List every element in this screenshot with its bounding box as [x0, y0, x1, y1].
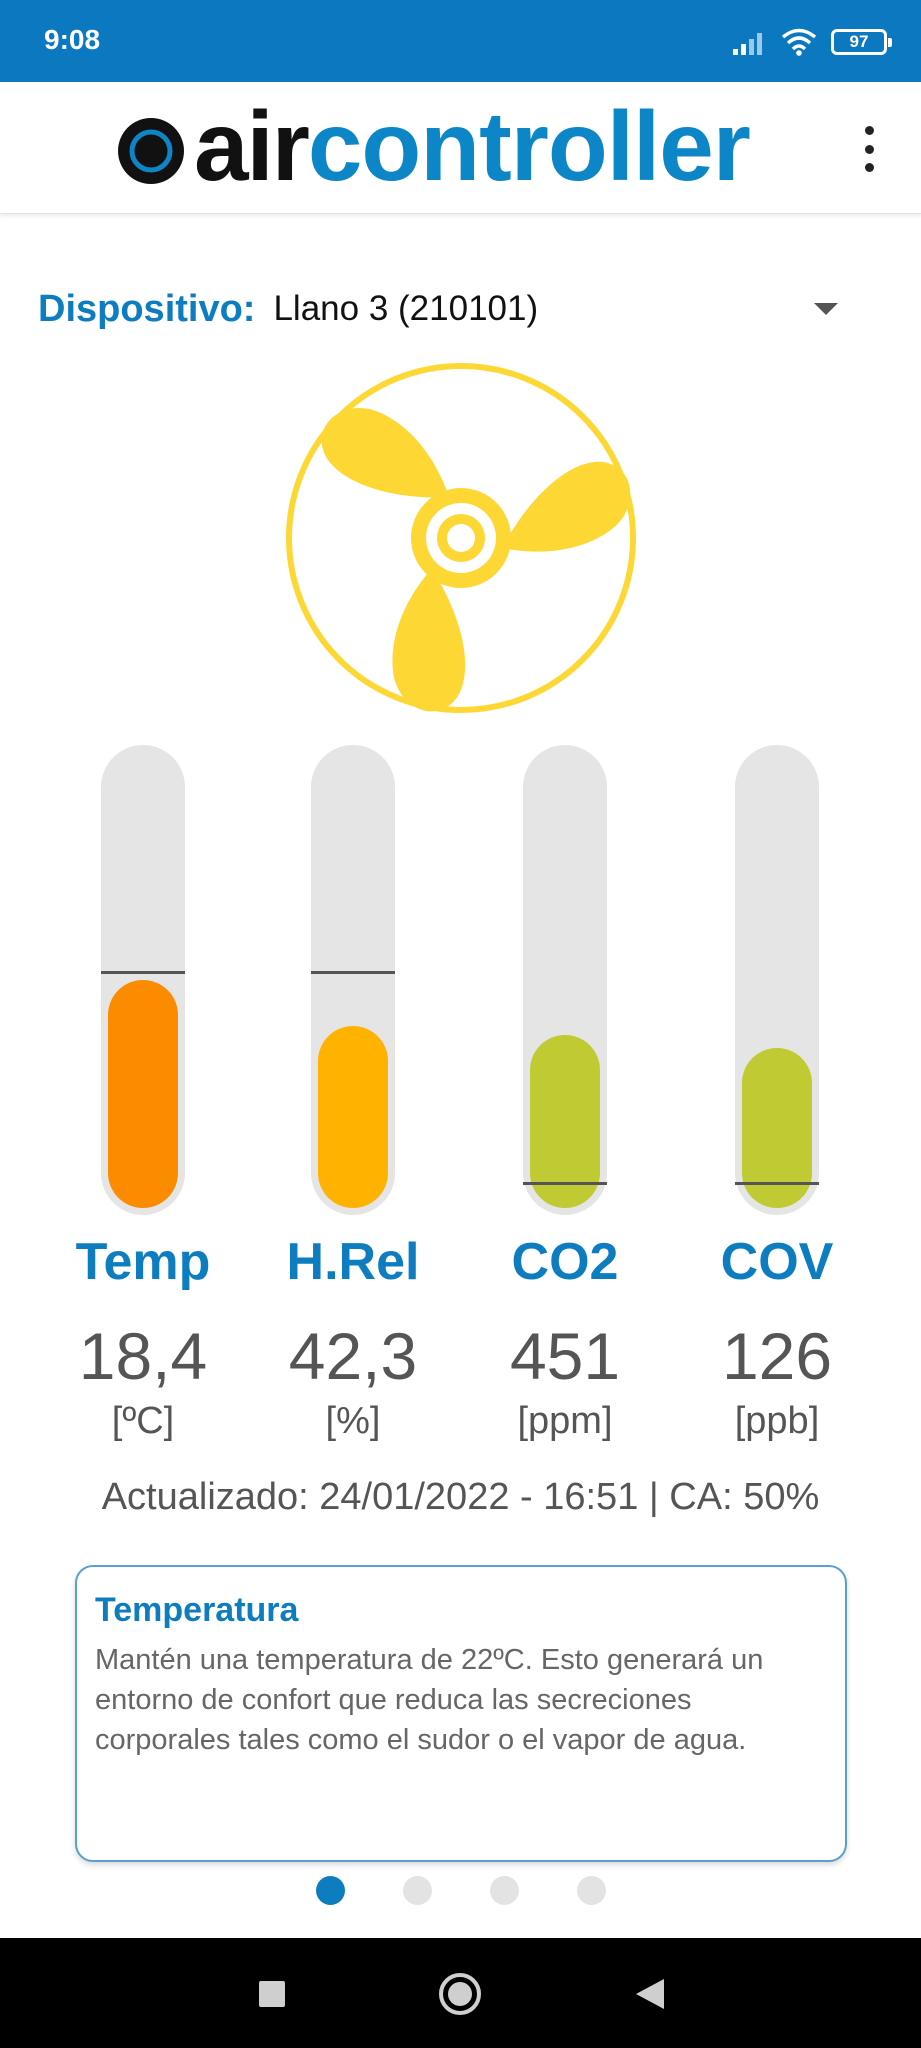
metric-name-cov: COV	[720, 1233, 834, 1291]
metric-name-temp: Temp	[75, 1233, 211, 1291]
tip-body: Mantén una temperatura de 22ºC. Esto gen…	[95, 1644, 764, 1756]
signal-icon	[733, 33, 762, 55]
metric-unit-humidity: [%]	[325, 1400, 381, 1442]
dropdown-arrow-icon[interactable]	[814, 303, 838, 315]
menu-dot	[864, 144, 874, 154]
gauge-fill	[742, 1048, 812, 1208]
metric-value-humidity: 42,3	[288, 1319, 418, 1393]
home-icon[interactable]	[432, 1966, 488, 2022]
tip-card[interactable]: Temperatura Mantén una temperatura de 22…	[75, 1565, 847, 1862]
gauge-reference-line	[735, 1182, 819, 1185]
status-bar: 9:08 97	[0, 0, 921, 82]
gauge-reference-line	[311, 971, 395, 974]
page-dot[interactable]	[576, 1876, 606, 1905]
tip-title: Temperatura	[95, 1591, 299, 1629]
device-label: Dispositivo:	[38, 287, 256, 330]
menu-dot	[864, 126, 874, 135]
fan-icon	[286, 363, 639, 716]
logo-air-text: air	[194, 91, 310, 201]
back-icon[interactable]	[622, 1966, 678, 2022]
last-updated-text: Actualizado: 24/01/2022 - 16:51 | CA: 50…	[101, 1476, 820, 1518]
more-vert-icon[interactable]	[859, 126, 879, 172]
page-dot[interactable]	[402, 1876, 432, 1905]
battery-level: 97	[849, 32, 869, 51]
status-time: 9:08	[44, 24, 101, 55]
gauge-reference-line	[101, 971, 185, 974]
gauge-cov	[735, 745, 819, 1215]
recents-icon[interactable]	[244, 1966, 300, 2022]
logo-ring-icon	[118, 118, 184, 184]
device-value: Llano 3 (210101)	[273, 289, 539, 328]
metric-value-temp: 18,4	[78, 1319, 208, 1393]
status-icons: 97	[731, 24, 892, 60]
gauge-fill	[108, 980, 178, 1208]
metric-value-cov: 126	[721, 1319, 833, 1393]
page-indicator	[0, 1876, 921, 1906]
wifi-icon	[781, 28, 817, 56]
metric-name-co2: CO2	[511, 1233, 619, 1291]
page-dot[interactable]	[315, 1876, 345, 1905]
gauge-temp	[101, 745, 185, 1215]
gauge-fill	[530, 1035, 600, 1208]
metric-value-co2: 451	[509, 1319, 621, 1393]
app-bar: air controller	[0, 82, 921, 214]
page-dot[interactable]	[489, 1876, 519, 1905]
gauge-reference-line	[523, 1182, 607, 1185]
metric-unit-cov: [ppb]	[734, 1400, 820, 1442]
device-selector[interactable]: Dispositivo: Llano 3 (210101)	[38, 284, 848, 334]
gauge-fill	[318, 1026, 388, 1208]
system-nav-bar	[0, 1938, 921, 2048]
menu-dot	[864, 163, 874, 172]
battery-icon: 97	[831, 29, 892, 55]
gauge-co2	[523, 745, 607, 1215]
gauge-humidity	[311, 745, 395, 1215]
metric-unit-temp: [ºC]	[111, 1400, 175, 1442]
metric-name-humidity: H.Rel	[286, 1233, 420, 1291]
logo-controller-text: controller	[307, 91, 751, 201]
metric-unit-co2: [ppm]	[517, 1400, 613, 1442]
app-logo: air controller	[110, 91, 751, 201]
